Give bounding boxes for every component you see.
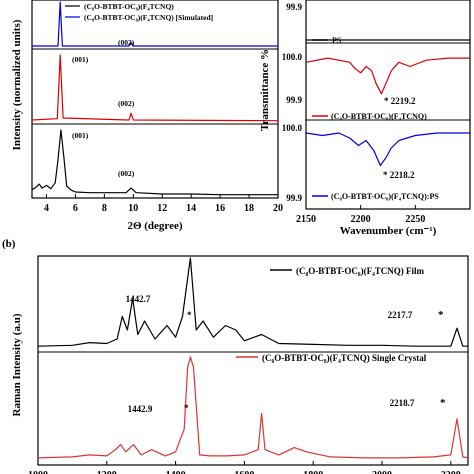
raman-star-3: * — [184, 403, 189, 413]
xrd-series-2 — [31, 54, 279, 122]
raman-x-tick-label-1200: 1200 — [97, 470, 117, 474]
raman-star-4: * — [440, 397, 446, 409]
xrd-peak-label-001-mid: (001) — [72, 55, 89, 64]
xrd-x-tick-label-6: 6 — [73, 203, 78, 214]
xrd-legend-2: (C₈O-BTBT-OC₈)(F₄TCNQ) [Simulated] — [84, 13, 213, 22]
raman-legend-crystal: (C₈O-BTBT-OC₈)(F₄TCNQ) Single Crystal — [262, 353, 427, 363]
ir-peak-label-2: * 2218.2 — [383, 170, 415, 180]
ir-ytick-4: 100.0 — [282, 123, 303, 133]
ir-peak-label-1: * 2219.2 — [384, 96, 416, 106]
xrd-x-tick-label-16: 16 — [215, 203, 225, 214]
raman-star-1: * — [187, 310, 192, 320]
raman-x-tick-label-2200: 2200 — [441, 470, 461, 474]
xrd-panel: 4 6 8 10 12 14 16 18 20 (C₈O-BTBT-OC₈)(F₄TCNQ) (… — [11, 0, 283, 232]
xrd-x-tick-label-14: 14 — [186, 203, 196, 214]
xrd-peak-label-002-mid: (002) — [118, 99, 135, 108]
raman-x-tick-label-1400: 1400 — [166, 470, 186, 474]
xrd-x-tick-label-12: 12 — [157, 203, 167, 214]
ir-legend-2: (C₈O-BTBT-OC₈)(F₄TCNQ) — [331, 112, 427, 121]
raman-star-2: * — [438, 309, 444, 321]
raman-x-tick-label-1000: 1000 — [28, 470, 48, 474]
ir-series-complex — [305, 57, 470, 95]
xrd-x-tick-label-20: 20 — [273, 203, 283, 214]
xrd-frame — [31, 0, 279, 199]
ir-x-tick-label-2150: 2150 — [296, 214, 316, 225]
raman-panel: (b) 1000 1200 1400 1600 1800 2000 2200 (C₈O-BT… — [2, 238, 469, 474]
xrd-peak-label-002-bot: (002) — [118, 169, 135, 178]
raman-panel-label: (b) — [2, 238, 16, 250]
xrd-legend-1: (C₈O-BTBT-OC₈)(F₄TCNQ) — [84, 2, 174, 11]
ir-panel: 2150 2200 2250 99.9 100.0 99.9 100.0 99.9 … — [259, 0, 471, 237]
raman-series-crystal — [37, 356, 469, 459]
raman-legend-film: (C₈O-BTBT-OC₈)(F₄TCNQ) Film — [296, 266, 425, 276]
xrd-series-3 — [31, 129, 278, 196]
raman-series-film — [37, 257, 468, 347]
raman-peak-label-crystal-2: 2218.7 — [390, 398, 415, 408]
raman-x-tick-label-1800: 1800 — [303, 470, 323, 474]
raman-peak-label-film-2: 2217.7 — [388, 310, 413, 320]
xrd-x-tick-label-18: 18 — [244, 203, 254, 214]
raman-peak-label-crystal-1: 1442.9 — [128, 404, 153, 414]
ir-legend-ps: PS — [332, 36, 342, 45]
ir-xlabel: Wavenumber (cm⁻¹) — [340, 225, 437, 237]
xrd-xlabel: 2Θ (degree) — [127, 220, 182, 232]
raman-x-tick-label-1600: 1600 — [234, 470, 254, 474]
xrd-x-tick-label-4: 4 — [44, 203, 49, 214]
raman-frame — [37, 255, 469, 466]
ir-ytick-1: 99.9 — [286, 2, 302, 12]
xrd-peak-label-001-bot: (001) — [72, 131, 89, 140]
ir-series-complex-ps — [305, 132, 470, 167]
ir-frame — [305, 0, 471, 210]
xrd-series-1 — [32, 1, 278, 47]
ir-x-tick-label-2250: 2250 — [405, 214, 425, 225]
ir-x-tick-label-2200: 2200 — [351, 214, 371, 225]
ir-ytick-5: 99.9 — [286, 193, 302, 203]
ir-legend-3: (C₈O-BTBT-OC₈)(F₄TCNQ):PS — [331, 192, 439, 201]
raman-x-tick-label-2000: 2000 — [372, 470, 392, 474]
raman-peak-label-film-1: 1442.7 — [126, 294, 151, 304]
raman-ylabel: Raman Intensity (a.u) — [11, 313, 23, 416]
xrd-ylabel: Intensity (normalized units) — [11, 19, 23, 150]
xrd-x-tick-label-8: 8 — [102, 203, 107, 214]
ir-ytick-3: 99.9 — [286, 95, 302, 105]
xrd-x-tick-label-10: 10 — [128, 203, 138, 214]
xrd-peak-label-002-top: (002) — [118, 38, 135, 47]
ir-ytick-2: 100.0 — [282, 52, 303, 62]
ir-ylabel: Transmittance % — [259, 49, 271, 131]
